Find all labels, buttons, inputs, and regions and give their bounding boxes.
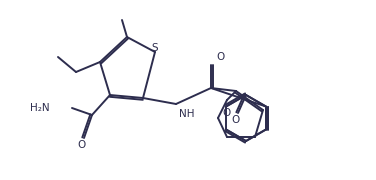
Text: O: O [216,52,224,62]
Text: O: O [231,115,239,125]
Text: O: O [222,109,230,118]
Text: H₂N: H₂N [30,103,50,113]
Text: NH: NH [179,109,194,119]
Text: O: O [78,140,86,150]
Text: S: S [152,43,158,53]
